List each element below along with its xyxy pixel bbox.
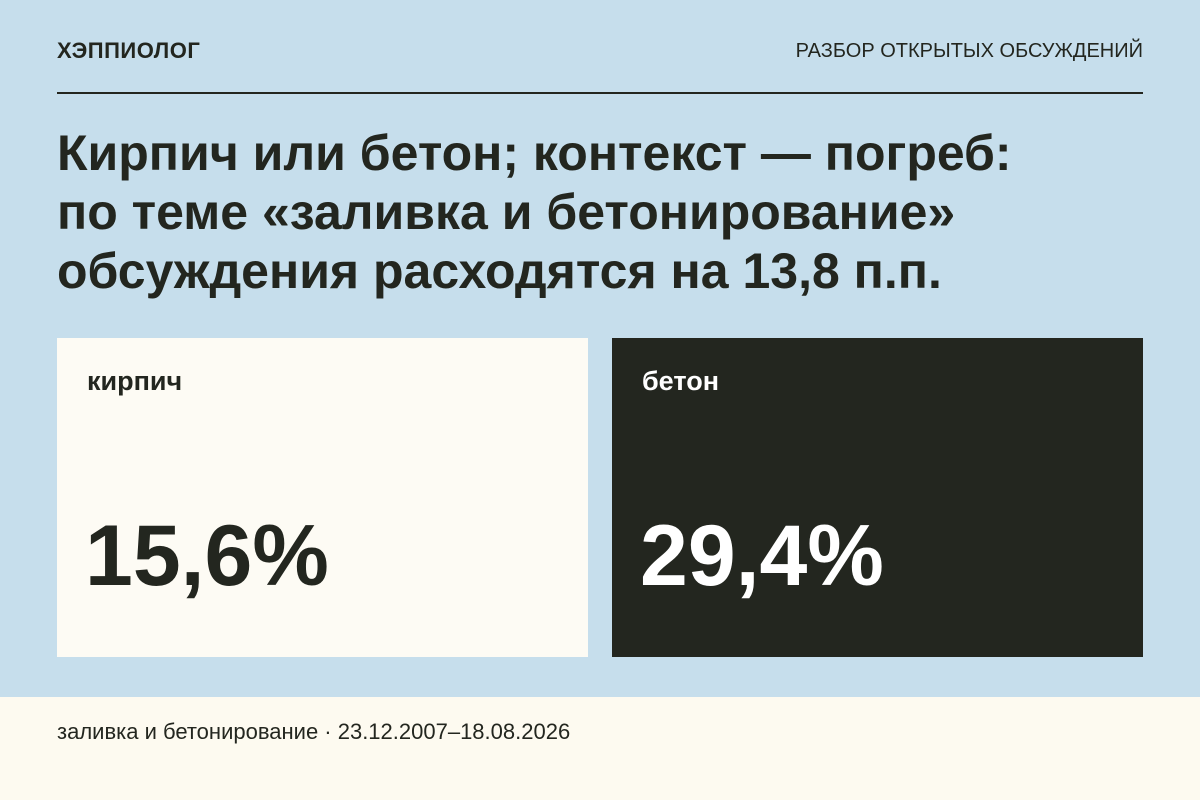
headline-line: по теме «заливка и бетонирование» [57,184,956,240]
headline: Кирпич или бетон; контекст — погреб: по … [57,124,1157,301]
section-name: РАЗБОР ОТКРЫТЫХ ОБСУЖДЕНИЙ [795,40,1143,62]
headline-line: обсуждения расходятся на 13,8 п.п. [57,243,942,299]
divider [57,92,1143,94]
footer-text: заливка и бетонирование · 23.12.2007–18.… [57,719,571,744]
card-label: бетон [642,366,720,396]
stat-card: кирпич 15,6% [57,338,588,657]
headline-line: Кирпич или бетон; контекст — погреб: [57,125,1012,181]
card-label: кирпич [87,366,183,396]
card-value: 29,4% [640,508,884,604]
brand: ХЭППИОЛОГ [57,38,201,63]
stat-card: бетон 29,4% [612,338,1143,657]
footer: заливка и бетонирование · 23.12.2007–18.… [0,697,1200,800]
card-value: 15,6% [85,508,329,604]
